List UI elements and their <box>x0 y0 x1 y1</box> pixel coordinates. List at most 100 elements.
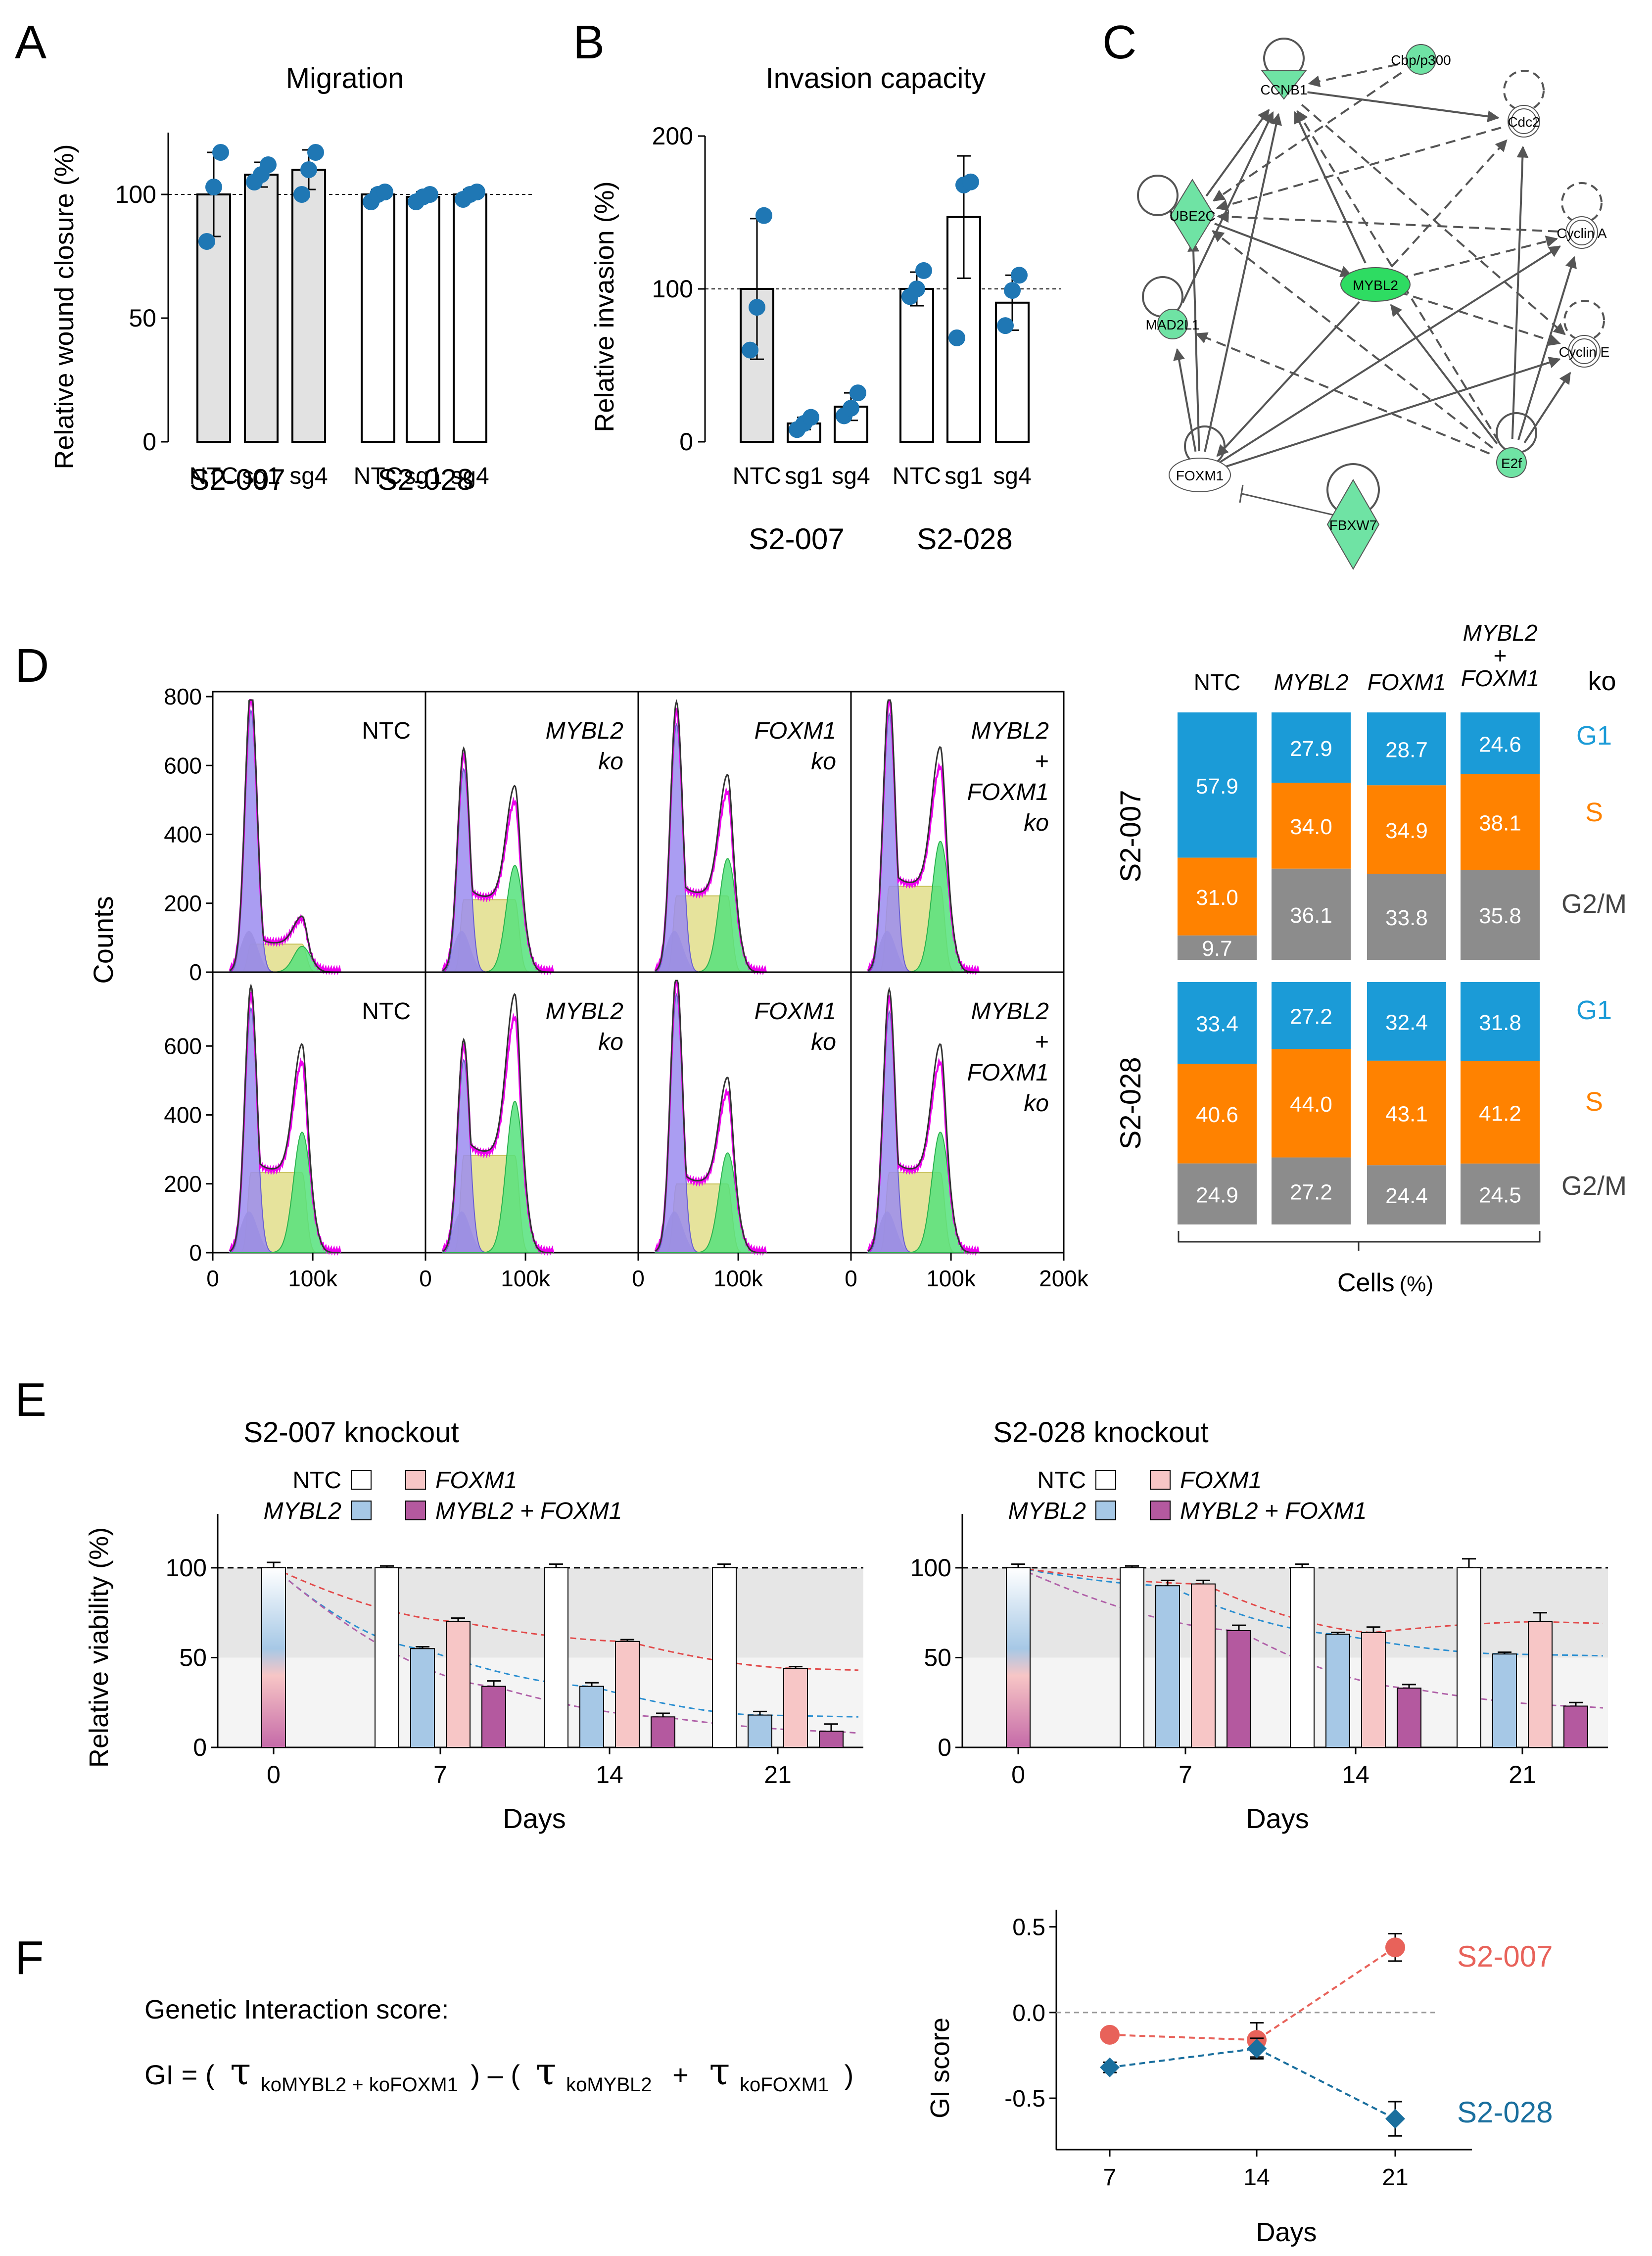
histogram-label: MYBL2 <box>546 998 623 1025</box>
legend-label-foxm1: FOXM1 <box>1180 1467 1262 1494</box>
viability-bar-foxm1 <box>1361 1632 1386 1748</box>
y-tick-label: -0.5 <box>1004 2086 1045 2112</box>
viability-bar-ntc <box>1457 1567 1481 1748</box>
raw-histogram-line <box>655 699 766 973</box>
stack-value: 40.6 <box>1196 1103 1238 1127</box>
viability-bar-ntc <box>1290 1567 1315 1748</box>
stack-segment-g1 <box>1272 982 1351 1049</box>
stack-value: 34.0 <box>1290 815 1332 839</box>
stack-value: 24.5 <box>1479 1183 1521 1207</box>
stack-value: 28.7 <box>1385 738 1428 762</box>
network-edge <box>1173 348 1197 452</box>
panel-b-title: Invasion capacity <box>766 62 986 94</box>
y-tick-label: 600 <box>164 752 202 778</box>
network-edge <box>1216 127 1502 211</box>
data-point <box>850 384 866 402</box>
data-point <box>948 329 965 346</box>
legend-swatch-double <box>1150 1501 1171 1520</box>
viability-x-label-1: Days <box>503 1803 566 1834</box>
x-tick-label: NTC <box>189 463 238 489</box>
phase-label-g2m: G2/M <box>1561 889 1627 919</box>
viability-bar-mybl2-foxm1 <box>481 1686 506 1748</box>
raw-histogram-line <box>229 699 340 973</box>
stack-header-label: FOXM1 <box>1368 669 1446 695</box>
viability-bar-ntc <box>261 1567 286 1748</box>
node-shape-inner <box>1569 220 1595 245</box>
viability-x-label-2: Days <box>1246 1803 1309 1834</box>
stack-segment-s <box>1461 774 1540 870</box>
panel-a-title: Migration <box>286 62 404 94</box>
stack-value: 31.0 <box>1196 886 1238 910</box>
node-shape <box>1565 216 1598 249</box>
network-edge <box>1398 235 1558 280</box>
group-label-s2-028: S2-028 <box>378 463 473 496</box>
x-tick-label: 7 <box>1179 1761 1192 1788</box>
y-tick-label: 50 <box>924 1644 951 1671</box>
node-label-ube2c: UBE2C <box>1169 208 1215 224</box>
stack-value: 27.2 <box>1290 1180 1332 1204</box>
node-shape <box>1157 309 1188 339</box>
gi-series-label-s2-007: S2-007 <box>1457 1940 1553 1973</box>
x-tick-label: 100k <box>288 1266 338 1291</box>
trend-line-mybl2 <box>273 1567 859 1718</box>
gi-point-s2-028 <box>1100 2057 1120 2077</box>
raw-histogram-line <box>229 983 341 1254</box>
viability-bar-foxm1 <box>615 1641 640 1748</box>
network-edge <box>1390 139 1508 268</box>
x-tick-label: 7 <box>1103 2164 1117 2191</box>
x-tick-label: 0 <box>1011 1761 1025 1788</box>
x-tick-label: 21 <box>1382 2164 1408 2191</box>
stack-segment-s <box>1178 1064 1257 1164</box>
y-tick-label: 100 <box>910 1554 951 1582</box>
stack-segment-g2m <box>1367 874 1446 960</box>
data-point <box>422 186 438 203</box>
viability-bar-mybl2-foxm1 <box>1397 1688 1421 1748</box>
bar-sg1 <box>406 196 440 443</box>
network-edge <box>1294 111 1367 264</box>
histogram-label: FOXM1 <box>967 1060 1049 1086</box>
stack-segment-g1 <box>1272 712 1351 783</box>
stack-value: 41.2 <box>1479 1101 1521 1126</box>
legend-swatch-ntc <box>351 1470 372 1490</box>
histogram-label: FOXM1 <box>755 998 836 1025</box>
x-tick-label: NTC <box>354 463 403 489</box>
stack-header-label: NTC <box>1194 669 1241 695</box>
network-edge <box>1212 72 1402 202</box>
stack-value: 33.4 <box>1196 1012 1238 1036</box>
network-edge <box>1523 372 1571 443</box>
network-edge <box>1216 301 1360 457</box>
network-edge <box>1222 357 1561 469</box>
viability-bar-mybl2 <box>1492 1653 1517 1748</box>
viability-bar-mybl2-foxm1 <box>819 1731 844 1748</box>
x-tick-label: sg4 <box>993 463 1031 489</box>
legend-swatch-mybl2 <box>351 1501 372 1520</box>
panel-d-histograms: Counts 0 200 400 600 800 NTC MYBL2 ko FOXM1 ko MYB… <box>88 684 1089 1291</box>
histogram-label: ko <box>598 1029 623 1055</box>
stack-value: 32.4 <box>1385 1010 1428 1034</box>
legend-label-double: MYBL2 + FOXM1 <box>435 1498 622 1524</box>
stack-segment-g1 <box>1461 712 1540 774</box>
node-shape <box>1568 335 1601 368</box>
data-point <box>300 161 317 178</box>
viability-bar-mybl2 <box>1155 1585 1180 1748</box>
viability-bar-foxm1 <box>446 1621 471 1748</box>
phase-label-s: S <box>1585 798 1603 827</box>
network-edge <box>1212 230 1494 449</box>
x-tick-label: sg1 <box>242 463 280 489</box>
stack-value: 38.1 <box>1479 811 1521 836</box>
viability-bar-mybl2 <box>748 1714 772 1748</box>
y-tick-label: 200 <box>164 1171 202 1197</box>
viability-bar-ntc <box>1006 1567 1031 1748</box>
stack-value: 27.2 <box>1290 1005 1332 1029</box>
gi-point-s2-028 <box>1385 2109 1405 2129</box>
cells-brace <box>1178 1231 1541 1243</box>
node-shape <box>1406 44 1436 75</box>
stack-segment-s <box>1367 785 1446 874</box>
gi-formula: Genetic Interaction score: GI = ( τ koMY… <box>144 1995 853 2096</box>
formula-heading: Genetic Interaction score: <box>144 1995 449 2024</box>
network-edge-inhibit <box>1241 493 1336 517</box>
histogram-label: FOXM1 <box>755 718 836 744</box>
network-edge <box>1195 332 1490 455</box>
phase-label-g1: G1 <box>1576 995 1612 1025</box>
network-edge <box>1217 211 1558 233</box>
